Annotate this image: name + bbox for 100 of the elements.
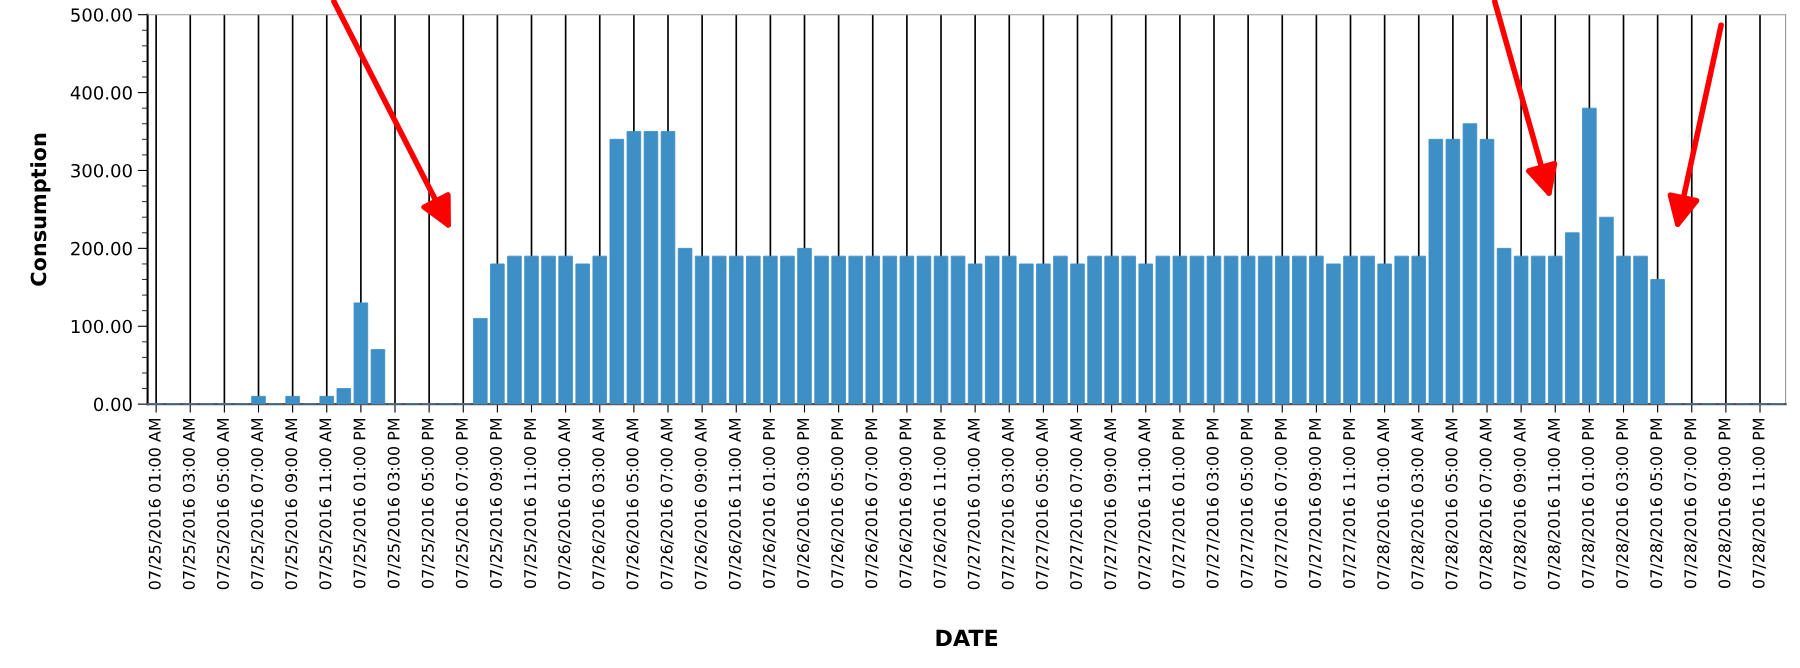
bar (1326, 263, 1341, 405)
bar (626, 131, 642, 405)
bar (558, 255, 573, 405)
bar (643, 131, 659, 405)
bar (1275, 255, 1290, 405)
x-tick-label: 07/27/2016 03:00 AM (1001, 418, 1016, 590)
x-tick-label: 07/28/2016 03:00 PM (1616, 418, 1630, 588)
x-tick-label: 07/26/2016 03:00 AM (592, 418, 606, 590)
bar (1292, 255, 1307, 405)
x-tick-label: 07/26/2016 09:00 PM (899, 418, 913, 588)
bar (677, 247, 693, 405)
bar (524, 255, 539, 405)
bar (1548, 255, 1563, 405)
bar (746, 255, 761, 405)
bar (831, 255, 846, 405)
bar (1036, 263, 1051, 405)
x-tick-label: 07/25/2016 09:00 PM (489, 418, 504, 588)
bar (541, 255, 556, 405)
x-tick-label: 07/28/2016 05:00 AM (1445, 418, 1459, 590)
x-tick-label: 07/26/2016 01:00 AM (558, 418, 572, 590)
x-tick-label: 07/25/2016 11:00 AM (319, 418, 333, 590)
bar (609, 138, 625, 405)
x-tick-label: 07/25/2016 03:00 PM (387, 418, 401, 588)
y-axis-title: Consumption (30, 133, 51, 286)
bar (1104, 255, 1119, 405)
x-tick-label: 07/25/2016 11:00 PM (524, 418, 538, 588)
bar (1189, 255, 1205, 405)
y-tick-label: 100.00 (71, 319, 132, 334)
bar (814, 255, 829, 405)
bar (1002, 255, 1017, 405)
x-tick-label: 07/27/2016 07:00 PM (1274, 418, 1289, 588)
bar (473, 318, 488, 405)
bar (1377, 263, 1392, 405)
x-tick-label: 07/27/2016 05:00 PM (1240, 418, 1255, 588)
bar (1530, 255, 1546, 405)
bar (1582, 107, 1597, 405)
x-tick-label: 07/26/2016 03:00 PM (797, 418, 811, 588)
bar (660, 131, 676, 405)
bar (490, 263, 505, 405)
bar (797, 247, 812, 405)
y-tick-label: 300.00 (71, 163, 132, 178)
x-tick-label: 07/26/2016 07:00 AM (660, 418, 674, 590)
x-tick-label: 07/28/2016 01:00 AM (1377, 418, 1391, 590)
bar (1445, 138, 1461, 405)
x-tick-label: 07/27/2016 01:00 AM (967, 418, 982, 590)
bar (1019, 263, 1034, 405)
x-tick-label: 07/28/2016 09:00 PM (1718, 418, 1732, 588)
x-tick-label: 07/25/2016 07:00 PM (455, 418, 470, 588)
bar (1633, 255, 1648, 405)
x-tick-label: 07/25/2016 05:00 PM (421, 418, 436, 588)
bar (353, 302, 369, 405)
x-tick-label: 07/27/2016 03:00 PM (1206, 418, 1220, 588)
bar (1070, 263, 1085, 405)
x-tick-label: 07/26/2016 09:00 AM (694, 418, 709, 590)
bar (916, 255, 932, 405)
bar (370, 349, 386, 405)
x-tick-label: 07/27/2016 09:00 AM (1104, 418, 1118, 590)
x-tick-label: 07/25/2016 09:00 AM (285, 418, 299, 590)
bar (1087, 255, 1102, 405)
bar (1360, 255, 1375, 405)
bar (251, 395, 266, 405)
bar (575, 263, 590, 405)
bar (694, 255, 710, 405)
bar (1616, 255, 1631, 405)
bar (1428, 138, 1444, 405)
x-tick-label: 07/28/2016 03:00 AM (1411, 418, 1425, 590)
x-tick-label: 07/28/2016 11:00 AM (1547, 418, 1562, 590)
bar (899, 255, 915, 405)
y-tick-label: 0.00 (94, 397, 132, 412)
bar (1223, 255, 1239, 405)
bar (1394, 255, 1409, 405)
x-tick-label: 07/27/2016 01:00 PM (1172, 418, 1186, 588)
x-tick-label: 07/28/2016 09:00 AM (1513, 418, 1528, 590)
bar (865, 255, 880, 405)
bar (507, 255, 522, 405)
bar (1411, 255, 1426, 405)
x-tick-label: 07/25/2016 07:00 AM (251, 418, 265, 590)
x-tick-label: 07/26/2016 07:00 PM (865, 418, 879, 588)
x-axis-title: DATE (936, 629, 998, 647)
x-tick-label: 07/27/2016 05:00 AM (1035, 418, 1050, 590)
x-tick-label: 07/28/2016 11:00 PM (1752, 418, 1766, 588)
bar (848, 255, 863, 405)
bar (1138, 263, 1153, 405)
bar (984, 255, 1000, 405)
bar (285, 395, 300, 405)
bar (592, 255, 607, 405)
x-tick-label: 07/27/2016 11:00 AM (1138, 418, 1152, 590)
bar (1565, 232, 1580, 405)
x-tick-label: 07/28/2016 07:00 PM (1684, 418, 1698, 588)
bar (1053, 255, 1068, 405)
x-tick-label: 07/26/2016 05:00 PM (831, 418, 845, 588)
x-tick-label: 07/28/2016 01:00 PM (1581, 418, 1596, 588)
bar (1479, 138, 1495, 405)
x-tick-label: 07/25/2016 05:00 AM (216, 418, 231, 590)
bar (1240, 255, 1256, 405)
bar (729, 255, 744, 405)
bar (711, 255, 727, 405)
bar (780, 255, 795, 405)
bar (882, 255, 898, 405)
y-tick-label: 200.00 (71, 241, 132, 256)
